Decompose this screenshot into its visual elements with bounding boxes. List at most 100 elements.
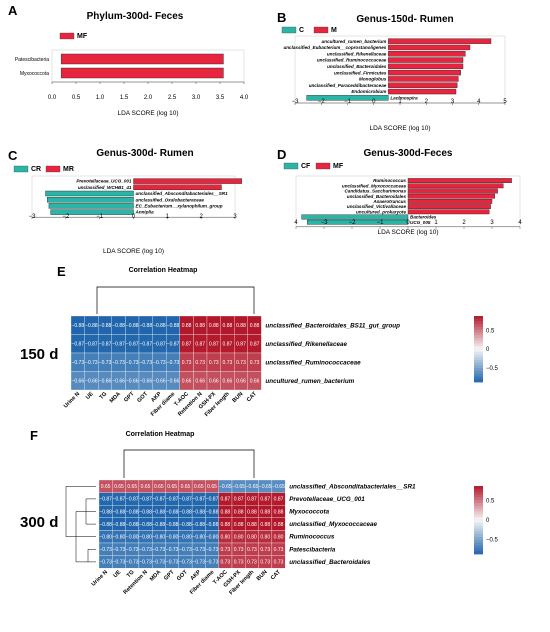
panel-f-column-label: CAT [270, 569, 282, 581]
panel-e-colorbar-segment [474, 316, 483, 320]
panel-e-cell-value: 0.66 [250, 379, 260, 385]
panel-e-cell-value: 0.87 [195, 342, 205, 348]
panel-e-cell-value: 0.87 [223, 342, 233, 348]
panel-e-cell-value: −0.88 [99, 323, 112, 329]
panel-b-bar [388, 57, 464, 63]
panel-e-cell-value: 0.88 [236, 323, 246, 329]
panel-e-cell-value: −0.88 [139, 323, 152, 329]
panel-d-bar-label: uncultured_prokaryote [356, 209, 406, 214]
panel-f-colorbar-segment [474, 503, 483, 507]
panel-c-bar-label: Prevotellaceae_UCG_001 [76, 179, 132, 184]
panel-b-bar [388, 51, 466, 57]
panel-d-x-axis-title: LDA SCORE (log 10) [377, 229, 438, 236]
panel-f-cell-value: 0.65 [101, 484, 111, 490]
panel-f-colorbar-tick-label: 0.5 [486, 499, 495, 505]
panel-f-colorbar-segment [474, 551, 483, 555]
panel-f-cell-value: 0.65 [154, 484, 164, 490]
panel-a-x-tick-label: 1.0 [96, 95, 105, 101]
panel-e-cell-value: −0.73 [139, 360, 152, 366]
panel-f-cell-value: −0.87 [113, 497, 126, 503]
panel-f-column-label: GPT [163, 569, 176, 582]
panel-b-bar [388, 63, 464, 70]
panel-f-colorbar-segment [474, 488, 483, 493]
panel-d-x-tick-label: 4 [294, 220, 298, 226]
panel-b-bar-label: unclassified_Bacteroidales [327, 64, 387, 69]
panel-b-bar-label: unclassified_Eubacterium__coprostanolige… [283, 45, 386, 50]
panel-e-column-label: GPT [123, 391, 136, 404]
panel-e-cell-value: −0.88 [153, 323, 166, 329]
panel-f-column-label: Urine N [91, 569, 109, 587]
panel-e-cell-value: −0.87 [99, 342, 112, 348]
panel-e-colorbar-segment [474, 379, 483, 383]
panel-c-bar [133, 178, 242, 184]
panel-d-bar [301, 214, 409, 220]
panel-e-cell-value: 0.88 [209, 323, 219, 329]
panel-f-row-label: Myxococcota [289, 509, 329, 516]
panel-a-label: A [8, 3, 18, 18]
panel-b-x-tick-label: 5 [503, 99, 507, 105]
panel-b-x-tick-label: 0 [372, 99, 376, 105]
panel-e-cell-value: −0.87 [112, 342, 125, 348]
panel-f-row-label: unclassified_Absconditabacteriales__SR1 [289, 483, 416, 490]
panel-c-x-tick-label: 2 [199, 214, 203, 220]
panel-e-cell-value: −0.87 [126, 342, 139, 348]
panel-e-colorbar-segment [474, 360, 483, 364]
panel-f-cell-value: 0.88 [260, 509, 270, 515]
panel-f-cell-value: −0.88 [113, 522, 126, 528]
panel-b-bar [388, 44, 471, 51]
panel-e-cell-value: −0.73 [153, 360, 166, 366]
panel-f-cell-value: −0.88 [139, 509, 152, 515]
panel-d-bar [407, 193, 496, 199]
panel-e-title: Correlation Heatmap [129, 267, 198, 274]
panel-f-cell-value: −0.73 [126, 547, 139, 553]
panel-f-cell-value: 0.65 [167, 484, 177, 490]
panel-d-bar-label: Candidatus_Saccharimonas [344, 189, 406, 194]
panel-e-cell-value: 0.88 [223, 323, 233, 329]
panel-f-cell-value: 0.80 [260, 535, 270, 541]
panel-b-bar [388, 38, 492, 44]
panel-e-cell-value: −0.66 [99, 379, 112, 385]
panel-f-cell-value: −0.80 [139, 535, 152, 541]
panel-f-cell-value: 0.88 [247, 522, 257, 528]
panel-a-bar [60, 53, 224, 65]
panel-f-cell-value: −0.80 [166, 535, 179, 541]
panel-f-cell-value: −0.80 [153, 535, 166, 541]
panel-f-cell-value: 0.65 [207, 484, 217, 490]
panel-f-colorbar-segment [474, 497, 483, 501]
panel-e-cell-value: −0.73 [126, 360, 139, 366]
panel-f-cell-value: 0.88 [220, 522, 230, 528]
panel-f-cell-value: −0.88 [192, 509, 205, 515]
panel-e-row-label: uncultured_rumen_bacterium [265, 378, 354, 385]
panel-f-row-label: unclassified_Myxococcaceae [289, 521, 377, 528]
panel-f-cell-value: 0.80 [247, 535, 257, 541]
panel-e-column-label: UE [85, 391, 95, 401]
panel-f-cell-value: 0.80 [274, 535, 284, 541]
panel-f-cell-value: −0.88 [166, 522, 179, 528]
panel-c-legend-label-mr: MR [63, 166, 74, 173]
panel-f-row-label: Patescibacteria [289, 546, 336, 553]
panel-f-cell-value: 0.87 [247, 497, 257, 503]
panel-f-heatmap-cell [271, 555, 286, 569]
panel-e-column-label: Urine N [63, 391, 81, 409]
panel-f-cell-value: −0.88 [99, 522, 112, 528]
panel-f-cell-value: 0.87 [260, 497, 270, 503]
panel-a-legend-label-mf: MF [77, 33, 88, 40]
panel-f-cell-value: 0.88 [260, 522, 270, 528]
panel-e-cell-value: −0.87 [139, 342, 152, 348]
panel-d-x-tick-label: 4 [518, 220, 522, 226]
panel-f-cell-value: −0.73 [166, 560, 179, 566]
panel-a-legend-swatch-mf [59, 32, 75, 40]
panel-e-cell-value: −0.73 [71, 360, 84, 366]
panel-b-title: Genus-150d- Rumen [356, 14, 453, 25]
panel-b-bar-label: unclassified_Firmicutes [334, 70, 387, 75]
panel-f-cell-value: 0.73 [234, 560, 244, 566]
panel-f-cell-value: 0.88 [234, 522, 244, 528]
panel-c-bar [47, 196, 134, 203]
panel-d-bar-label: Bacteroides [410, 215, 437, 220]
panel-c-legend-label-cr: CR [31, 166, 41, 173]
panel-b-x-tick-label: 2 [425, 99, 429, 105]
panel-e-cell-value: −0.88 [112, 323, 125, 329]
panel-f-colorbar-tick-label: 0 [486, 518, 490, 524]
panel-f-colorbar-segment [474, 505, 483, 510]
panel-f-colorbar-segment [474, 539, 483, 544]
